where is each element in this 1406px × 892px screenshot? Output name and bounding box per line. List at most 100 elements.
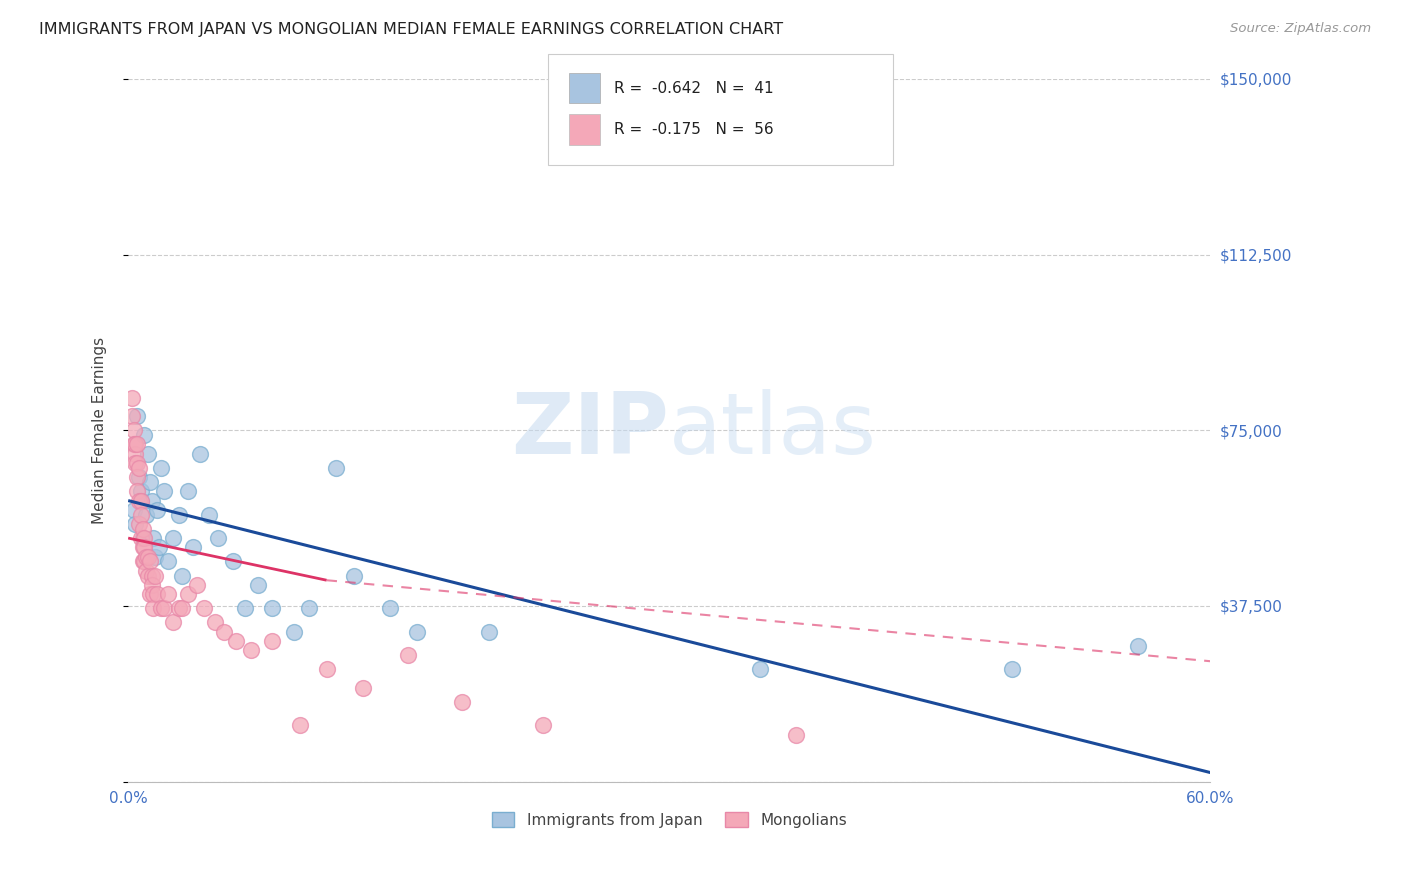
- Point: [139, 475, 162, 489]
- Point: [142, 601, 165, 615]
- Point: [142, 531, 165, 545]
- Point: [121, 409, 143, 424]
- Point: [247, 578, 270, 592]
- Point: [141, 493, 163, 508]
- Point: [146, 587, 169, 601]
- Point: [127, 437, 149, 451]
- Point: [131, 522, 153, 536]
- Text: IMMIGRANTS FROM JAPAN VS MONGOLIAN MEDIAN FEMALE EARNINGS CORRELATION CHART: IMMIGRANTS FROM JAPAN VS MONGOLIAN MEDIA…: [39, 22, 783, 37]
- Point: [222, 554, 245, 568]
- Point: [176, 587, 198, 601]
- Point: [405, 624, 427, 639]
- Point: [262, 601, 284, 615]
- Point: [283, 624, 305, 639]
- Point: [343, 568, 366, 582]
- Point: [149, 601, 172, 615]
- Point: [129, 508, 152, 522]
- Point: [198, 508, 221, 522]
- Point: [785, 728, 807, 742]
- Point: [1128, 639, 1150, 653]
- Text: ZIP: ZIP: [512, 389, 669, 472]
- Point: [127, 470, 149, 484]
- Point: [162, 615, 184, 630]
- Point: [172, 568, 194, 582]
- Point: [181, 541, 204, 555]
- Point: [135, 508, 157, 522]
- Point: [396, 648, 419, 663]
- Point: [124, 437, 146, 451]
- Point: [122, 437, 145, 451]
- Point: [531, 718, 554, 732]
- Point: [451, 695, 474, 709]
- Point: [176, 484, 198, 499]
- Point: [207, 531, 229, 545]
- Point: [156, 587, 179, 601]
- Point: [139, 554, 162, 568]
- Point: [136, 568, 159, 582]
- Point: [1001, 662, 1024, 676]
- Point: [121, 391, 143, 405]
- Point: [139, 587, 162, 601]
- Point: [134, 554, 156, 568]
- Point: [172, 601, 194, 615]
- Point: [288, 718, 311, 732]
- Point: [141, 578, 163, 592]
- Point: [134, 531, 156, 545]
- Point: [143, 549, 166, 564]
- Point: [135, 549, 157, 564]
- Point: [212, 624, 235, 639]
- Point: [124, 516, 146, 531]
- Point: [131, 531, 153, 545]
- Text: Source: ZipAtlas.com: Source: ZipAtlas.com: [1230, 22, 1371, 36]
- Point: [128, 460, 150, 475]
- Text: atlas: atlas: [669, 389, 877, 472]
- Point: [128, 470, 150, 484]
- Point: [143, 568, 166, 582]
- Point: [127, 484, 149, 499]
- Point: [146, 503, 169, 517]
- Point: [129, 493, 152, 508]
- Point: [235, 601, 257, 615]
- Point: [131, 554, 153, 568]
- Point: [128, 493, 150, 508]
- Text: R =  -0.175   N =  56: R = -0.175 N = 56: [614, 122, 775, 136]
- Point: [134, 428, 156, 442]
- Point: [122, 423, 145, 437]
- Y-axis label: Median Female Earnings: Median Female Earnings: [93, 337, 107, 524]
- Point: [131, 541, 153, 555]
- Point: [135, 564, 157, 578]
- Point: [748, 662, 770, 676]
- Point: [225, 634, 247, 648]
- Point: [315, 662, 337, 676]
- Point: [141, 568, 163, 582]
- Point: [134, 541, 156, 555]
- Point: [127, 409, 149, 424]
- Point: [162, 531, 184, 545]
- Point: [378, 601, 401, 615]
- Point: [262, 634, 284, 648]
- Point: [124, 456, 146, 470]
- Point: [153, 484, 176, 499]
- Legend: Immigrants from Japan, Mongolians: Immigrants from Japan, Mongolians: [485, 805, 853, 834]
- Point: [129, 531, 152, 545]
- Point: [239, 643, 262, 657]
- Point: [186, 578, 208, 592]
- Text: R =  -0.642   N =  41: R = -0.642 N = 41: [614, 81, 775, 95]
- Point: [188, 447, 211, 461]
- Point: [128, 516, 150, 531]
- Point: [142, 587, 165, 601]
- Point: [149, 460, 172, 475]
- Point: [204, 615, 226, 630]
- Point: [297, 601, 319, 615]
- Point: [325, 460, 347, 475]
- Point: [129, 493, 152, 508]
- Point: [129, 484, 152, 499]
- Point: [136, 447, 159, 461]
- Point: [124, 447, 146, 461]
- Point: [156, 554, 179, 568]
- Point: [478, 624, 501, 639]
- Point: [193, 601, 215, 615]
- Point: [127, 456, 149, 470]
- Point: [136, 549, 159, 564]
- Point: [167, 601, 190, 615]
